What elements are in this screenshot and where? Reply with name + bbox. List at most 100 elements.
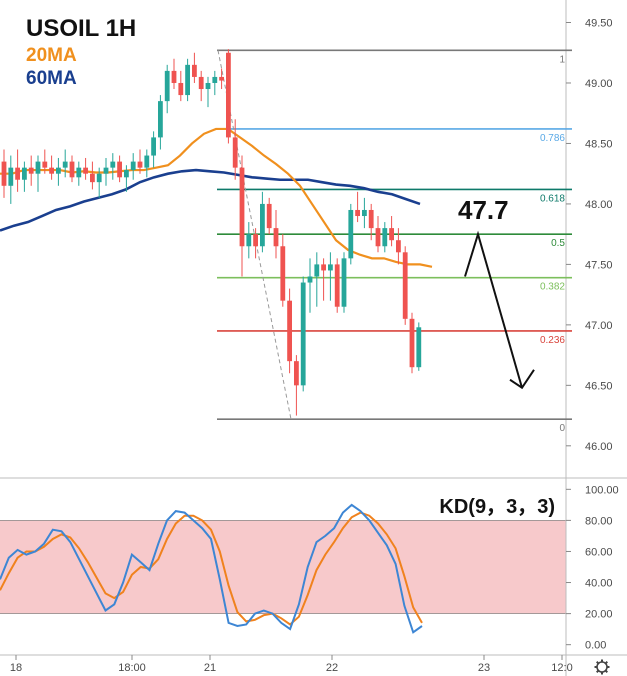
candlestick-series [1,49,422,416]
candle-body [348,209,354,259]
candle-body [300,282,306,386]
time-tick-label: 18 [10,662,22,674]
candle-body [1,161,7,186]
candle-body [171,70,177,83]
candle-body [416,327,422,368]
candle-body [266,203,272,229]
candle-body [8,167,14,186]
candle-body [15,167,20,180]
candle-body [103,167,109,174]
candle-body [321,264,326,271]
kd-d-line [0,511,423,626]
candle-body [355,209,360,217]
candle-body [69,161,75,178]
kd-tick-label: 100.00 [585,484,619,496]
fibonacci-retracement[interactable]: 1 0.786 0.618 0.5 0.382 0.236 0 [217,49,572,434]
fib-level-label: 1 [559,54,565,65]
candle-body [185,64,190,96]
forecast-arrow-head [509,369,535,390]
candle-body [144,155,150,168]
legend-ma60: 60MA [26,68,77,89]
kd-k-line [0,503,423,634]
candle-body [246,234,252,247]
candle-body [83,167,88,174]
candle-body [375,228,381,247]
candle-body [239,167,245,247]
time-tick-label: 18:00 [118,662,146,674]
kd-band [0,520,566,614]
target-annotation: 47.7 [458,195,509,225]
candle-body [389,228,394,241]
candle-body [341,258,347,307]
time-tick-label: 12:0 [551,662,572,674]
candle-body [42,161,48,168]
chart-title: USOIL 1H [26,15,136,42]
kd-tick-label: 40.00 [585,578,613,590]
candle-body [368,209,374,229]
candle-body [178,82,184,96]
candle-body [334,264,340,307]
time-tick-label: 21 [204,662,216,674]
kd-axis[interactable]: 100.00 80.00 60.00 40.00 20.00 0.00 [566,484,619,652]
fib-level-label: 0 [559,423,565,434]
candle-body [49,167,54,174]
candle-body [137,161,143,168]
candle-body [382,228,388,247]
gear-icon[interactable] [594,659,610,675]
candle-body [198,76,204,90]
price-tick-label: 46.00 [585,441,613,453]
price-tick-label: 47.00 [585,320,613,332]
candle-body [294,361,299,386]
candle-body [396,240,401,253]
price-tick-label: 46.50 [585,380,613,392]
candle-body [151,137,156,156]
ma60-line [0,168,421,232]
candle-body [124,170,129,178]
time-axis[interactable]: 18 18:00 21 22 23 12:0 [10,655,573,674]
candle-body [158,101,163,138]
candle-body [212,76,218,83]
candle-body [205,82,211,90]
candle-body [56,167,61,174]
candle-body [35,161,41,174]
price-tick-label: 48.00 [585,199,613,211]
candle-body [402,252,408,319]
candle-body [273,228,279,247]
fib-level-label: 0.382 [540,282,565,293]
candle-body [328,264,333,271]
kd-title: KD(9，3，3) [439,496,555,518]
fib-level-label: 0.236 [540,335,565,346]
candle-body [192,64,197,77]
time-tick-label: 22 [326,662,338,674]
candle-body [260,203,265,247]
candle-body [62,161,68,168]
candle-body [96,173,102,183]
legend-ma20: 20MA [26,45,77,66]
candle-body [164,70,170,102]
candle-body [28,167,34,174]
fib-level-label: 0.786 [540,133,565,144]
candle-body [232,137,238,168]
kd-tick-label: 80.00 [585,515,613,527]
candle-body [110,161,116,168]
price-axis[interactable]: 49.50 49.00 48.50 48.00 47.50 47.00 46.50 46.00 [566,18,613,453]
candle-body [130,161,136,171]
candle-body [219,76,224,81]
kd-lines [0,503,423,634]
kd-tick-label: 0.00 [585,640,606,652]
candle-body [90,173,95,183]
candle-body [22,167,27,180]
price-tick-label: 47.50 [585,259,613,271]
price-tick-label: 49.00 [585,78,613,90]
candle-body [76,167,82,178]
time-tick-label: 23 [478,662,490,674]
candle-body [409,318,415,368]
fib-level-label: 0.5 [551,238,565,249]
candle-body [117,161,122,178]
forecast-arrow[interactable] [464,230,523,389]
candle-body [362,209,367,217]
candle-body [280,246,286,301]
price-tick-label: 49.50 [585,18,613,30]
fib-level-label: 0.618 [540,193,565,204]
